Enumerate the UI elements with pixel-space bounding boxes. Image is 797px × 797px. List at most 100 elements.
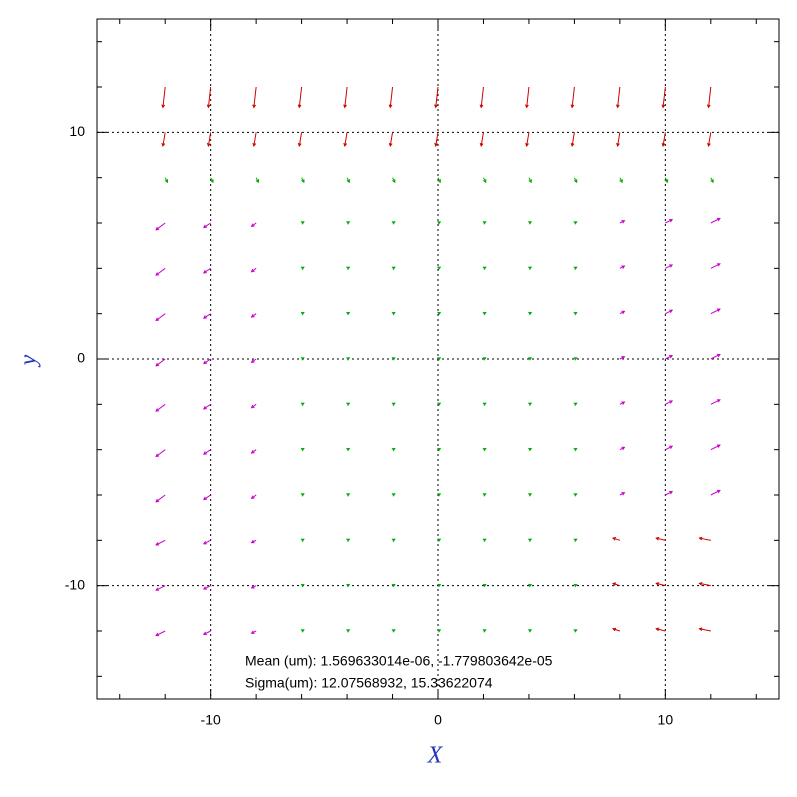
arrow-head bbox=[391, 447, 396, 452]
arrow bbox=[300, 357, 305, 361]
arrow bbox=[528, 447, 533, 452]
arrow-shaft bbox=[710, 444, 721, 451]
arrow-head bbox=[619, 179, 623, 184]
arrow-shaft bbox=[207, 86, 212, 108]
arrow-head bbox=[482, 629, 487, 633]
arrow-head bbox=[706, 104, 711, 109]
arrow-shaft bbox=[155, 494, 166, 503]
arrow-head bbox=[434, 104, 438, 109]
arrow bbox=[300, 266, 305, 270]
arrow-head bbox=[155, 317, 160, 322]
arrow-head bbox=[391, 402, 396, 406]
arrow-head bbox=[528, 266, 533, 270]
arrow-head bbox=[479, 142, 484, 147]
arrow bbox=[155, 539, 166, 546]
arrow bbox=[391, 583, 396, 588]
arrow-head bbox=[716, 489, 721, 494]
arrow bbox=[698, 536, 711, 541]
y-tick-label: 0 bbox=[77, 350, 85, 366]
arrow-head bbox=[206, 104, 211, 109]
arrow-head bbox=[250, 585, 255, 589]
arrow bbox=[300, 538, 305, 542]
arrow bbox=[615, 86, 621, 109]
arrow bbox=[250, 539, 257, 544]
arrow-shaft bbox=[155, 358, 166, 367]
arrow-head bbox=[716, 263, 721, 267]
arrow-shaft bbox=[665, 355, 673, 360]
arrow-head bbox=[202, 315, 207, 319]
arrow bbox=[250, 494, 257, 500]
arrow-shaft bbox=[665, 219, 673, 224]
arrow-head bbox=[250, 495, 255, 500]
arrow bbox=[388, 86, 394, 109]
arrow bbox=[573, 583, 578, 588]
arrow bbox=[346, 583, 351, 588]
arrow-head bbox=[437, 402, 442, 406]
arrow bbox=[161, 86, 166, 109]
arrow-head bbox=[710, 179, 714, 184]
arrow-shaft bbox=[162, 132, 166, 147]
arrow bbox=[250, 313, 257, 318]
arrow-head bbox=[202, 224, 207, 229]
arrow bbox=[661, 86, 666, 109]
arrow-head bbox=[346, 311, 351, 316]
arrow bbox=[573, 177, 578, 184]
arrow-head bbox=[155, 226, 160, 231]
arrow bbox=[698, 582, 711, 587]
arrow-head bbox=[202, 269, 207, 274]
arrow-head bbox=[437, 311, 442, 316]
arrow bbox=[528, 311, 533, 316]
arrow bbox=[655, 627, 666, 632]
arrow bbox=[250, 358, 257, 364]
arrow-head bbox=[155, 542, 160, 546]
arrow-shaft bbox=[662, 86, 666, 108]
arrow bbox=[391, 447, 396, 452]
arrow bbox=[391, 221, 396, 225]
arrow-shaft bbox=[203, 267, 211, 274]
arrow-head bbox=[161, 142, 166, 147]
arrow bbox=[155, 630, 166, 637]
arrow-shaft bbox=[612, 582, 621, 587]
arrow-head bbox=[525, 142, 529, 147]
arrow bbox=[710, 444, 721, 451]
arrow-shaft bbox=[665, 491, 673, 496]
arrow-shaft bbox=[708, 86, 712, 108]
arrow-head bbox=[346, 493, 351, 497]
arrow bbox=[391, 266, 396, 270]
arrow bbox=[155, 449, 166, 458]
arrow-shaft bbox=[656, 628, 666, 632]
arrow bbox=[710, 399, 721, 405]
arrow-head bbox=[621, 401, 626, 405]
arrow bbox=[164, 177, 169, 184]
arrow bbox=[250, 222, 257, 228]
arrow bbox=[570, 132, 575, 147]
arrow bbox=[528, 221, 533, 225]
arrow bbox=[346, 221, 351, 225]
arrow-shaft bbox=[203, 222, 211, 228]
arrow bbox=[437, 493, 442, 497]
arrow bbox=[391, 538, 396, 542]
arrow bbox=[155, 585, 166, 591]
arrow bbox=[479, 132, 484, 147]
arrow-head bbox=[391, 221, 396, 225]
arrow-head bbox=[621, 492, 626, 496]
arrow-head bbox=[206, 142, 211, 147]
arrow-head bbox=[250, 268, 255, 273]
arrow bbox=[710, 177, 714, 184]
arrow-head bbox=[528, 493, 533, 497]
arrow bbox=[300, 311, 305, 316]
arrow bbox=[437, 629, 442, 633]
arrow bbox=[482, 177, 487, 184]
arrow-head bbox=[707, 142, 711, 147]
arrow-head bbox=[297, 104, 302, 109]
arrow bbox=[664, 177, 669, 184]
arrow-head bbox=[250, 450, 255, 454]
arrow bbox=[665, 445, 674, 451]
arrow-head bbox=[300, 221, 305, 225]
arrow bbox=[619, 220, 626, 224]
arrow bbox=[392, 177, 396, 184]
arrow bbox=[482, 538, 487, 542]
arrow bbox=[300, 493, 305, 497]
arrow-head bbox=[573, 221, 578, 225]
arrow-head bbox=[300, 538, 305, 542]
